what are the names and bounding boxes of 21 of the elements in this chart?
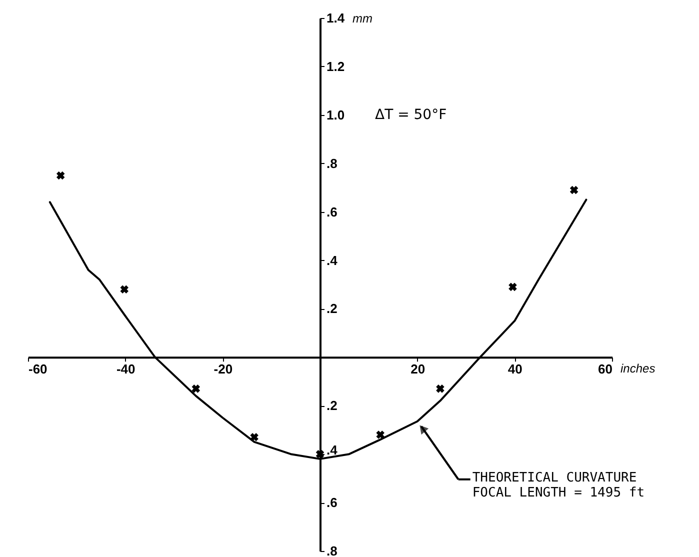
x-tick-label: -20	[214, 362, 233, 377]
annotation: THEORETICAL CURVATURE FOCAL LENGTH = 1495 ft	[472, 470, 645, 500]
y-tick-label: .6	[326, 495, 338, 510]
y-tick-label: 1.0	[326, 107, 345, 122]
y-tick-label: 1.2	[326, 58, 345, 74]
y-tick-label: .8	[326, 156, 338, 171]
x-tick-label: 40	[508, 362, 522, 377]
y-tick-label: .6	[326, 204, 338, 220]
x-tick-label: -40	[116, 362, 136, 377]
y-tick-label: .2	[326, 398, 338, 414]
y-tick-label: .4	[326, 252, 338, 268]
y-tick-label: .2	[326, 301, 338, 316]
y-tick-label: .4	[326, 442, 338, 458]
y-axis-title: mm	[352, 12, 372, 26]
y-tick-label: .8	[326, 544, 338, 557]
x-tick-label: -60	[28, 362, 48, 377]
x-tick-label: 20	[410, 362, 426, 377]
annotation: ΔT = 50°F	[375, 107, 447, 123]
x-axis-title: inches	[620, 362, 656, 376]
x-tick-label: 60	[598, 362, 612, 377]
y-tick-label: 1.4	[326, 10, 346, 26]
